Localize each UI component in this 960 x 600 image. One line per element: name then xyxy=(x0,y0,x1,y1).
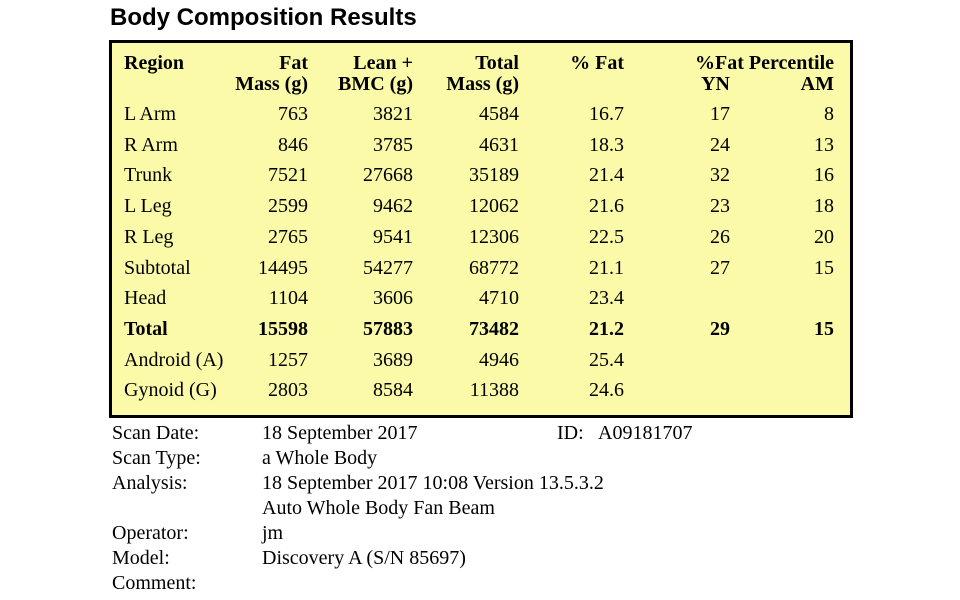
cell: 8 xyxy=(824,103,834,125)
column-header: Fat xyxy=(279,52,308,74)
info-label: Comment: xyxy=(112,572,197,594)
cell: 15 xyxy=(814,317,834,340)
cell: 4710 xyxy=(479,287,519,310)
cell: 21.2 xyxy=(589,317,624,340)
cell: 9541 xyxy=(373,225,413,248)
info-label: Scan Date: xyxy=(112,422,200,444)
cell: 3606 xyxy=(373,287,413,310)
column-header: % Fat xyxy=(570,52,624,74)
cell: 21.6 xyxy=(589,195,624,218)
info-value: a Whole Body xyxy=(262,447,378,469)
cell: 2599 xyxy=(268,195,308,218)
cell: 14495 xyxy=(258,256,308,279)
row-label: Head xyxy=(124,287,167,310)
cell: 15 xyxy=(814,256,834,279)
cell: 11388 xyxy=(469,379,519,402)
cell: 20 xyxy=(814,225,834,248)
row-label: Android (A) xyxy=(124,348,224,371)
cell: 68772 xyxy=(469,256,519,279)
cell: 3689 xyxy=(373,348,413,371)
cell: 13 xyxy=(814,133,834,156)
cell: 23 xyxy=(710,195,730,218)
row-label: Trunk xyxy=(124,164,173,187)
info-value: 18 September 2017 10:08 Version 13.5.3.2 xyxy=(262,472,604,494)
cell: 1104 xyxy=(268,287,308,310)
id-label: ID: xyxy=(557,422,584,444)
cell: 16 xyxy=(814,164,834,187)
cell: 22.5 xyxy=(589,225,624,248)
cell: 8584 xyxy=(373,379,413,402)
cell: 32 xyxy=(710,164,730,187)
cell: 54277 xyxy=(363,256,413,279)
cell: 17 xyxy=(710,103,730,125)
cell: 21.1 xyxy=(589,256,624,279)
cell: 35189 xyxy=(469,164,519,187)
cell: 26 xyxy=(710,225,730,248)
row-label: L Leg xyxy=(124,195,172,218)
info-label: Operator: xyxy=(112,522,189,544)
column-header: Mass (g) xyxy=(235,73,308,95)
cell: 18.3 xyxy=(589,133,624,156)
cell: 23.4 xyxy=(589,287,624,310)
cell: 21.4 xyxy=(589,164,624,187)
cell: 27 xyxy=(710,256,730,279)
row-label: R Leg xyxy=(124,225,174,248)
column-header: BMC (g) xyxy=(338,73,413,95)
cell: 4584 xyxy=(479,103,519,125)
group-header: %Fat Percentile xyxy=(694,52,834,74)
cell: 2765 xyxy=(268,225,308,248)
row-label: R Arm xyxy=(124,133,178,156)
cell: 4631 xyxy=(479,133,519,156)
column-header: YN xyxy=(701,73,730,95)
info-label: Analysis: xyxy=(112,472,188,494)
cell: 15598 xyxy=(258,317,308,340)
cell: 9462 xyxy=(373,195,413,218)
cell: 3785 xyxy=(373,133,413,156)
row-label: Subtotal xyxy=(124,256,191,279)
cell: 7521 xyxy=(268,164,308,187)
row-label: L Arm xyxy=(124,103,177,125)
cell: 25.4 xyxy=(589,348,624,371)
column-header: Lean + xyxy=(353,52,413,74)
info-value: Discovery A (S/N 85697) xyxy=(262,547,466,569)
column-header: AM xyxy=(800,73,834,95)
cell: 73482 xyxy=(469,317,519,340)
cell: 24 xyxy=(710,133,730,156)
cell: 12062 xyxy=(469,195,519,218)
column-header: Total xyxy=(475,52,519,74)
cell: 16.7 xyxy=(589,103,624,125)
cell: 27668 xyxy=(363,164,413,187)
info-value: Auto Whole Body Fan Beam xyxy=(262,497,495,519)
row-label: Gynoid (G) xyxy=(124,379,217,402)
cell: 29 xyxy=(710,317,730,340)
cell: 24.6 xyxy=(589,379,624,402)
info-value: jm xyxy=(262,522,284,544)
cell: 846 xyxy=(278,133,308,156)
info-value: 18 September 2017 xyxy=(262,422,418,444)
info-label: Model: xyxy=(112,547,170,569)
row-label: Total xyxy=(124,317,168,340)
cell: 12306 xyxy=(469,225,519,248)
results-table xyxy=(109,40,853,418)
column-header: Region xyxy=(124,52,184,74)
cell: 57883 xyxy=(363,317,413,340)
cell: 3821 xyxy=(373,103,413,125)
cell: 763 xyxy=(278,103,308,125)
title: Body Composition Results xyxy=(110,4,417,31)
cell: 2803 xyxy=(268,379,308,402)
cell: 1257 xyxy=(268,348,308,371)
id-value: A09181707 xyxy=(598,422,693,444)
info-label: Scan Type: xyxy=(112,447,201,469)
cell: 4946 xyxy=(479,348,519,371)
cell: 18 xyxy=(814,195,834,218)
column-header: Mass (g) xyxy=(446,73,519,95)
